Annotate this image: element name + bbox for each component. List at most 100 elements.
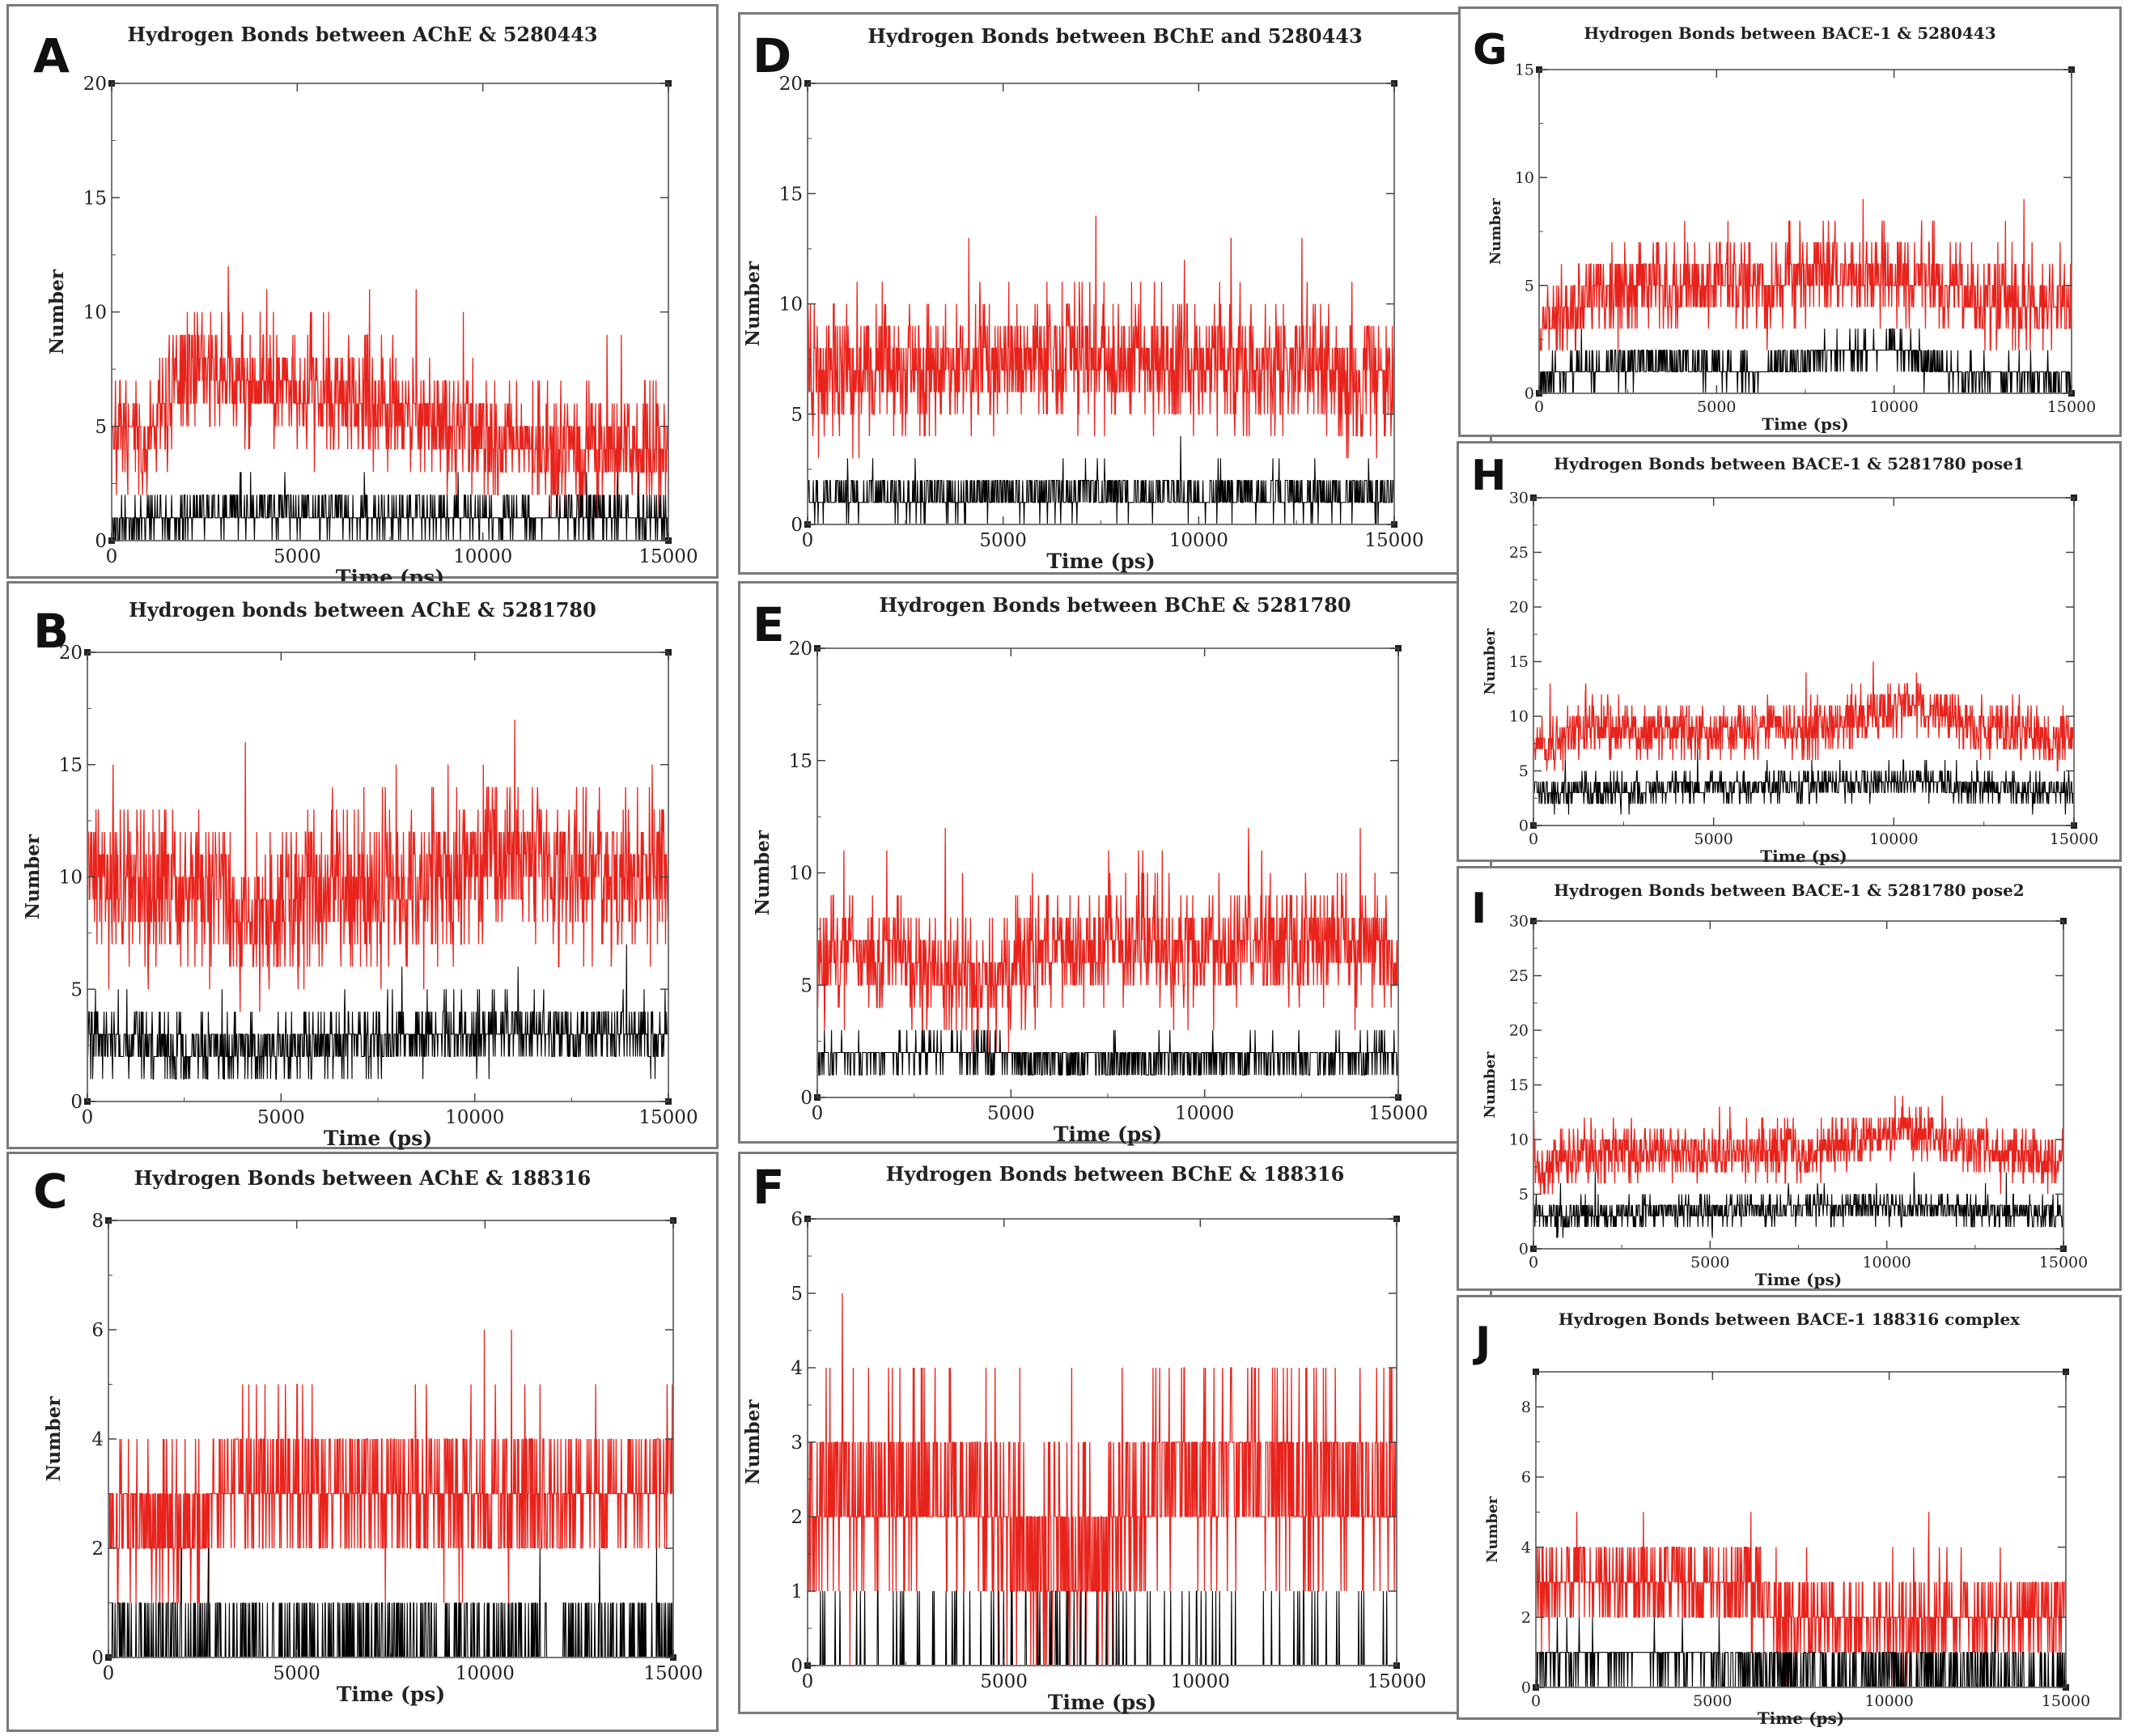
x-tick-label: 15000 bbox=[643, 1663, 702, 1684]
y-tick-label: 0 bbox=[70, 1092, 83, 1113]
chart-c-plot: 0 2 4 6 8 0 5000 10000 15000 Time (ps) Number bbox=[43, 1211, 703, 1706]
x-tick-label: 0 bbox=[1534, 398, 1544, 416]
y-tick-label: 4 bbox=[791, 1358, 803, 1379]
panel-letter: C bbox=[33, 1164, 68, 1219]
y-tick-label: 4 bbox=[91, 1429, 104, 1450]
y-tick-label: 5 bbox=[70, 979, 83, 1000]
y-tick-label: 0 bbox=[91, 1648, 104, 1669]
panel-letter: J bbox=[1475, 1318, 1491, 1367]
chart-title: Hydrogen Bonds between AChE & 5280443 bbox=[127, 23, 598, 46]
panel-b: B Hydrogen bonds between AChE & 5281780 … bbox=[6, 581, 719, 1150]
y-tick-label: 20 bbox=[1509, 1022, 1529, 1040]
y-tick-label: 5 bbox=[1519, 1186, 1529, 1203]
y-tick-label: 15 bbox=[59, 755, 83, 776]
x-axis-label: Time (ps) bbox=[337, 1683, 445, 1706]
y-tick-label: 15 bbox=[1509, 1076, 1529, 1094]
x-axis-label: Time (ps) bbox=[1755, 1270, 1843, 1289]
x-tick-label: 10000 bbox=[445, 1107, 504, 1128]
y-axis-label: Number bbox=[22, 834, 44, 919]
series-black-line bbox=[808, 435, 1395, 525]
y-tick-label: 15 bbox=[1509, 653, 1529, 671]
x-tick-label: 5000 bbox=[273, 1663, 320, 1684]
x-tick-label: 5000 bbox=[980, 1671, 1028, 1692]
series-total-line bbox=[1538, 198, 2072, 351]
series-black-line bbox=[1533, 749, 2075, 815]
y-tick-label: 0 bbox=[791, 1656, 803, 1677]
y-tick-label: 2 bbox=[91, 1539, 104, 1560]
chart-title: Hydrogen Bonds between BChE and 5280443 bbox=[867, 24, 1363, 48]
series-total-line bbox=[807, 215, 1395, 459]
y-axis-label: Number bbox=[1482, 628, 1499, 695]
x-tick-label: 15000 bbox=[2047, 398, 2096, 416]
plot-frame bbox=[807, 83, 1395, 525]
y-tick-label: 10 bbox=[789, 864, 812, 885]
series-total-line bbox=[807, 1292, 1397, 1666]
x-tick-label: 15000 bbox=[2050, 830, 2098, 848]
y-tick-label: 6 bbox=[1521, 1469, 1531, 1487]
chart-title: Hydrogen Bonds between BACE-1 & 5281780 … bbox=[1554, 454, 2025, 473]
panel-e: E Hydrogen Bonds between BChE & 5281780 … bbox=[738, 581, 1492, 1146]
panel-h: H Hydrogen Bonds between BACE-1 & 528178… bbox=[1457, 441, 2122, 866]
x-tick-label: 5000 bbox=[1693, 1692, 1732, 1710]
x-axis-label: Time (ps) bbox=[1054, 1123, 1162, 1146]
series-black-line bbox=[817, 1029, 1399, 1076]
y-tick-label: 0 bbox=[1519, 817, 1529, 835]
y-tick-label: 20 bbox=[789, 639, 812, 660]
y-axis-label: Number bbox=[752, 830, 774, 915]
x-axis-label: Time (ps) bbox=[1048, 1691, 1156, 1714]
y-axis-label: Number bbox=[43, 1396, 65, 1482]
y-tick-label: 25 bbox=[1509, 967, 1529, 985]
series-black-line bbox=[108, 1547, 674, 1658]
chart-b-plot: 0 5 10 15 20 0 5000 10000 15000 Time (ps) Number bbox=[22, 643, 698, 1150]
y-tick-label: 30 bbox=[1509, 913, 1529, 931]
chart-d-plot: 0 5 10 15 20 0 5000 10000 15000 Time (ps) Number bbox=[742, 74, 1424, 573]
series-total-line bbox=[108, 1329, 674, 1604]
panel-c: C Hydrogen Bonds between AChE & 188316 0… bbox=[6, 1152, 719, 1732]
x-tick-label: 5000 bbox=[257, 1107, 305, 1128]
panel-letter: B bbox=[33, 604, 70, 659]
y-tick-label: 10 bbox=[1509, 1131, 1529, 1149]
y-tick-label: 6 bbox=[791, 1209, 803, 1230]
y-tick-label: 10 bbox=[59, 868, 83, 889]
chart-title: Hydrogen Bonds between BChE & 188316 bbox=[885, 1162, 1345, 1186]
x-tick-label: 10000 bbox=[1864, 1692, 1913, 1710]
x-tick-label: 5000 bbox=[1690, 1254, 1729, 1271]
chart-e-plot: 0 5 10 15 20 0 5000 10000 15000 Time (ps) Number bbox=[752, 639, 1428, 1146]
y-tick-label: 8 bbox=[91, 1211, 104, 1232]
x-tick-label: 5000 bbox=[1694, 830, 1732, 848]
chart-i-plot: 0 5 10 15 20 25 30 0 5000 10000 15000 Time (ps) Numb… bbox=[1482, 913, 2088, 1289]
y-tick-label: 15 bbox=[779, 184, 803, 205]
y-tick-label: 30 bbox=[1509, 490, 1529, 507]
series-total-line bbox=[1533, 661, 2075, 772]
x-tick-label: 0 bbox=[1529, 830, 1538, 848]
chart-title: Hydrogen Bonds between BACE-1 188316 com… bbox=[1558, 1309, 2021, 1329]
y-tick-label: 0 bbox=[95, 531, 107, 552]
x-tick-label: 15000 bbox=[638, 546, 698, 567]
panel-j: J Hydrogen Bonds between BACE-1 188316 c… bbox=[1457, 1295, 2122, 1728]
y-axis-label: Number bbox=[1487, 197, 1504, 265]
panel-d: D Hydrogen Bonds between BChE and 528044… bbox=[738, 12, 1492, 575]
y-tick-label: 5 bbox=[791, 405, 803, 426]
series-black-line bbox=[1538, 328, 2072, 394]
y-tick-label: 0 bbox=[791, 515, 803, 536]
y-tick-label: 1 bbox=[791, 1581, 803, 1602]
panel-a: A Hydrogen Bonds between AChE & 5280443 … bbox=[6, 4, 719, 589]
chart-g-plot: 0 5 10 15 0 5000 10000 15000 Time (ps) Number bbox=[1487, 62, 2096, 434]
x-tick-label: 0 bbox=[106, 546, 118, 567]
y-tick-label: 0 bbox=[1521, 1679, 1531, 1697]
y-tick-label: 20 bbox=[779, 74, 803, 95]
series-total-line bbox=[111, 265, 669, 519]
x-tick-label: 0 bbox=[82, 1107, 94, 1128]
x-tick-label: 5000 bbox=[987, 1103, 1035, 1124]
y-axis-label: Number bbox=[742, 1399, 764, 1485]
chart-title: Hydrogen Bonds between AChE & 188316 bbox=[134, 1166, 592, 1190]
x-tick-label: 10000 bbox=[456, 1663, 515, 1684]
x-tick-label: 15000 bbox=[638, 1107, 698, 1128]
x-tick-label: 0 bbox=[1531, 1692, 1541, 1710]
y-tick-label: 5 bbox=[95, 417, 107, 438]
x-tick-label: 10000 bbox=[1869, 830, 1918, 848]
y-axis-label: Number bbox=[1484, 1496, 1501, 1563]
y-tick-label: 10 bbox=[779, 295, 803, 316]
y-axis-label: Number bbox=[1482, 1051, 1499, 1118]
x-tick-label: 10000 bbox=[453, 546, 512, 567]
